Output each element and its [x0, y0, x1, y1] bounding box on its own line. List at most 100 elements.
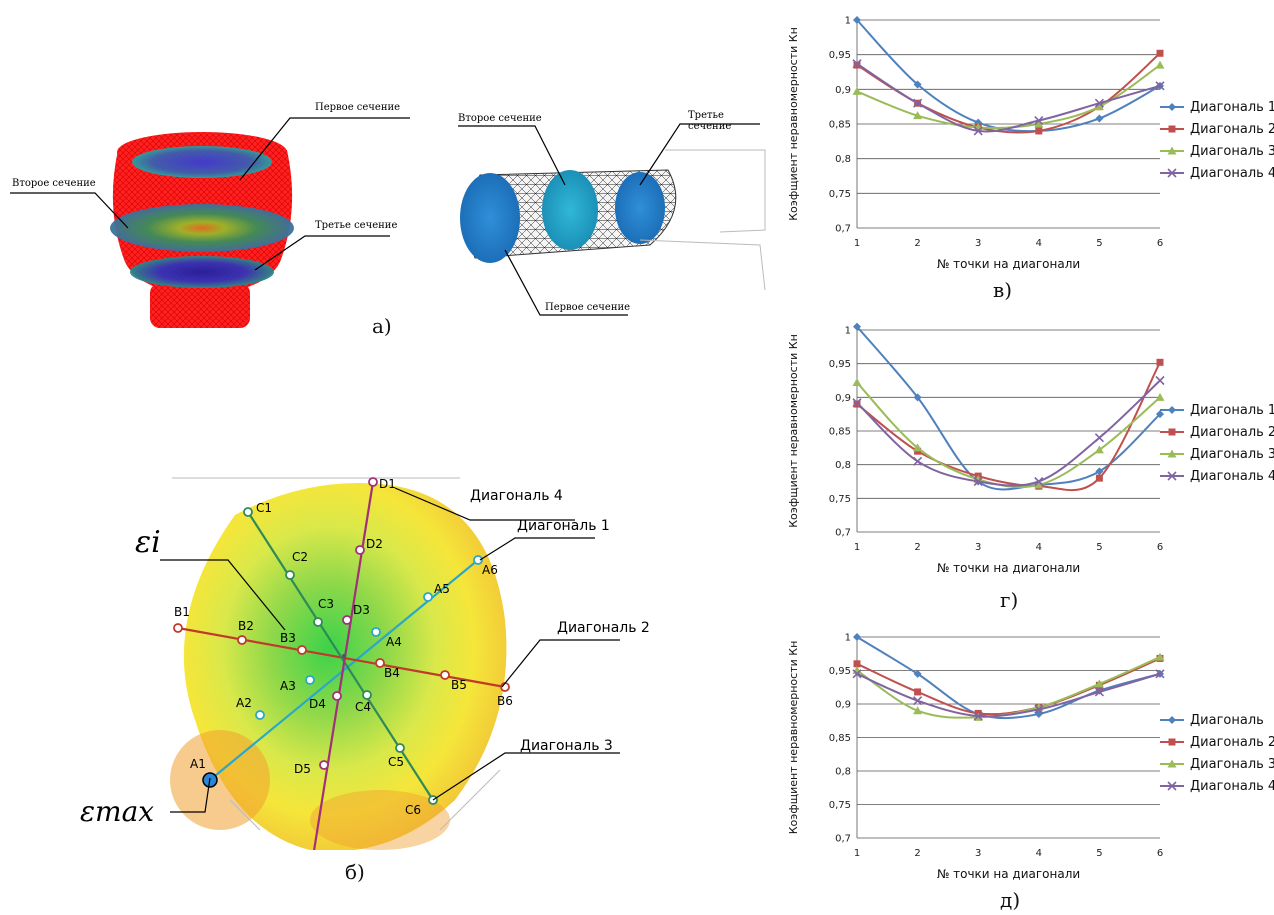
point-label-a6: A6 — [482, 563, 498, 577]
series-markers-4 — [852, 669, 1165, 721]
y-tick-label: 0,7 — [835, 528, 851, 539]
chart-g: 0,7 0,75 0,8 0,85 0,9 0,95 1 1 2 3 4 5 6 № точки на д… — [787, 322, 1274, 575]
x-axis-label: № точки на диагонали — [937, 867, 1080, 881]
chart-d: 0,7 0,75 0,8 0,85 0,9 0,95 1 1 2 3 4 5 6 № точки на д… — [787, 633, 1274, 882]
data-point-s4-3 — [973, 126, 983, 136]
data-point-s4-5 — [1094, 98, 1104, 108]
data-point-s4-2 — [913, 456, 923, 466]
point-c1 — [243, 507, 253, 517]
legend-marker-4 — [1167, 781, 1177, 791]
point-label-b3: B3 — [280, 631, 296, 645]
chart-v: 0,7 0,75 0,8 0,85 0,9 0,95 1 1 2 3 4 5 6 № точки на д… — [787, 16, 1274, 272]
point-b3 — [297, 645, 307, 655]
y-tick-label: 0,85 — [829, 120, 851, 131]
point-label-a4: A4 — [386, 635, 402, 649]
series-line-1 — [856, 19, 1161, 133]
data-point-s3-6 — [1155, 652, 1165, 661]
label-second-section-right: Второе сечение — [458, 113, 542, 124]
data-point-s1-6 — [1156, 410, 1164, 419]
legend-marker-3 — [1167, 449, 1177, 458]
point-a5 — [423, 592, 433, 602]
x-tick-label: 6 — [1157, 238, 1163, 249]
y-tick-label: 0,7 — [835, 834, 851, 845]
legend-marker-1 — [1168, 406, 1176, 414]
barrel-mesh-figure — [110, 132, 294, 328]
point-label-b6: B6 — [497, 694, 513, 708]
point-label-c5: C5 — [388, 755, 404, 769]
series-line-3 — [856, 381, 1161, 488]
x-tick-label: 4 — [1036, 542, 1042, 553]
point-d3 — [342, 615, 352, 625]
diagonals-contour-figure: A1 A2 A3 A4 A5 A6 B1 B2 B3 B4 B5 B6 C1 C2 C3 C4 C5 C6 D1 D2… — [160, 477, 620, 866]
data-point-s3-6 — [1155, 60, 1165, 69]
point-d2 — [355, 545, 365, 555]
x-tick-label: 6 — [1157, 848, 1163, 859]
diagonal-2-label: Диагональ 2 — [557, 620, 650, 636]
data-point-s4-4 — [1034, 115, 1044, 126]
data-point-s4-6 — [1155, 81, 1165, 91]
legend-label-4: Диагональ 4 — [1190, 779, 1274, 794]
series-markers-2 — [853, 358, 1164, 490]
y-tick-label: 0,8 — [835, 154, 851, 165]
point-d4 — [332, 691, 342, 701]
data-point-s3-4 — [1034, 119, 1044, 128]
y-tick-label: 0,95 — [829, 359, 851, 370]
label-second-section-left: Второе сечение — [12, 178, 96, 189]
panel-label-b: б) — [345, 860, 365, 884]
label-third-section-left: Третье сечение — [315, 220, 398, 231]
data-point-s4-6 — [1155, 669, 1165, 679]
y-tick-label: 0,95 — [829, 666, 851, 677]
point-b1 — [173, 623, 183, 633]
x-tick-label: 5 — [1096, 848, 1102, 859]
legend-marker-2 — [1168, 738, 1176, 746]
x-tick-label: 5 — [1096, 542, 1102, 553]
x-axis-label: № точки на диагонали — [937, 561, 1080, 575]
data-point-s4-1 — [852, 669, 862, 679]
series-line-4 — [856, 379, 1161, 487]
y-axis-label: Коэфщиент неравномерности Кн — [787, 27, 800, 221]
data-point-s2-6 — [1156, 358, 1164, 366]
point-b4 — [375, 658, 385, 668]
panel-b: A1 A2 A3 A4 A5 A6 B1 B2 B3 B4 B5 B6 C1 C2 C3 C4 C5 C6 D1 D2… — [60, 470, 700, 900]
point-label-c6: C6 — [405, 803, 421, 817]
x-axis-label: № точки на диагонали — [937, 257, 1080, 271]
diagonal-1-label: Диагональ 1 — [517, 518, 610, 534]
series-line-4 — [856, 672, 1161, 718]
eps-max-label: εmax — [80, 795, 155, 828]
point-a3 — [305, 675, 315, 685]
point-b2 — [237, 635, 247, 645]
y-tick-label: 1 — [845, 16, 851, 27]
panel-label-a: а) — [372, 314, 392, 338]
cylinder-mesh-figure — [460, 149, 766, 291]
data-point-s3-2 — [913, 706, 923, 715]
point-label-a1: A1 — [190, 757, 206, 771]
data-point-s4-6 — [1155, 375, 1165, 386]
x-tick-label: 3 — [975, 542, 981, 553]
data-point-s2-5 — [1095, 474, 1103, 482]
data-point-s4-3 — [973, 476, 983, 487]
point-b5 — [440, 670, 450, 680]
point-c2 — [285, 570, 295, 580]
legend-marker-3 — [1167, 759, 1177, 768]
point-d1 — [368, 477, 378, 487]
point-label-b5: B5 — [451, 678, 467, 692]
x-tick-label: 2 — [914, 848, 920, 859]
data-point-s1-1 — [853, 16, 861, 24]
y-tick-label: 0,7 — [835, 224, 851, 235]
y-tick-label: 0,85 — [829, 427, 851, 438]
point-label-a5: A5 — [434, 582, 450, 596]
series-line-2 — [856, 361, 1161, 492]
label-third-section-right: Третье сечение — [688, 110, 732, 132]
y-axis-label: Коэфщиент неравномерности Кн — [787, 334, 800, 528]
data-point-s2-1 — [853, 61, 861, 69]
data-point-s4-3 — [973, 711, 983, 721]
data-point-s4-5 — [1094, 433, 1104, 443]
legend-label-1: Диагональ 1 — [1190, 100, 1274, 115]
series-line-4 — [856, 62, 1161, 133]
series-markers-3 — [852, 378, 1165, 489]
data-point-s1-2 — [913, 80, 922, 89]
center-point — [342, 654, 346, 658]
data-point-s3-2 — [913, 111, 923, 120]
legend-marker-2 — [1168, 125, 1176, 133]
x-tick-label: 4 — [1036, 848, 1042, 859]
